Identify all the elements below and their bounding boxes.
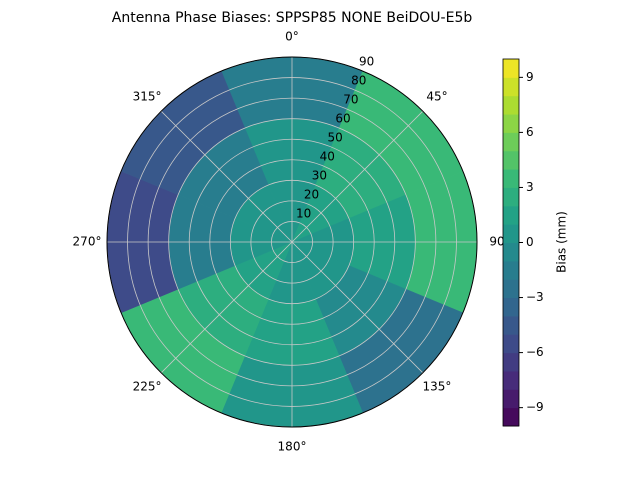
r-tick-label: 50 [328,130,343,144]
colorbar-tick-label: 9 [526,70,534,84]
colorbar-band [503,169,519,188]
theta-tick-label: 315° [133,90,162,104]
colorbar-band [503,114,519,133]
theta-tick-label: 225° [133,379,162,393]
theta-tick-label: 135° [423,379,452,393]
colorbar-band [503,389,519,409]
colorbar-band [503,315,519,335]
colorbar-band [503,370,519,390]
colorbar-band [503,59,519,78]
theta-tick-label: 180° [278,440,307,454]
grid-spoke [291,241,424,374]
colorbar-band [503,224,519,243]
grid-spoke [291,110,424,243]
colorbar-band [503,407,519,427]
r-tick-label: 20 [304,187,319,201]
colorbar-label: Bias (mm) [555,211,569,273]
colorbar-band [503,260,519,280]
colorbar-tick-label: −3 [526,290,544,304]
colorbar-tick-label: 0 [526,235,534,249]
colorbar-tick-label: −9 [526,400,544,414]
r-tick-label: 30 [312,168,327,182]
theta-tick-label: 45° [426,90,447,104]
colorbar-band [503,132,519,152]
colorbar-band [503,242,519,262]
colorbar-band [503,187,519,207]
r-tick-label: 70 [343,92,358,106]
r-tick-label: 40 [320,149,335,163]
theta-tick-label: 90 [489,235,504,249]
colorbar-tick-label: 3 [526,180,534,194]
chart-title: Antenna Phase Biases: SPPSP85 NONE BeiDO… [112,10,473,26]
polar-frame [106,56,478,428]
colorbar-band [503,77,519,97]
theta-tick-label: 270° [73,235,102,249]
colorbar-band [503,334,519,354]
r-tick-label: 10 [296,206,311,220]
colorbar-band [503,279,519,299]
grid-spoke [160,110,293,243]
theta-tick-label: 0° [285,30,299,44]
colorbar-band [503,205,519,225]
colorbar-band [503,297,519,317]
colorbar-tick-label: −6 [526,345,544,359]
r-tick-label: 60 [335,111,350,125]
colorbar-band [503,150,519,170]
colorbar-tick-label: 6 [526,125,534,139]
colorbar-band [503,352,519,372]
colorbar-band [503,95,519,115]
grid-spoke [160,241,293,374]
r-tick-label: 80 [351,73,366,87]
r-tick-label: 90 [359,54,374,68]
